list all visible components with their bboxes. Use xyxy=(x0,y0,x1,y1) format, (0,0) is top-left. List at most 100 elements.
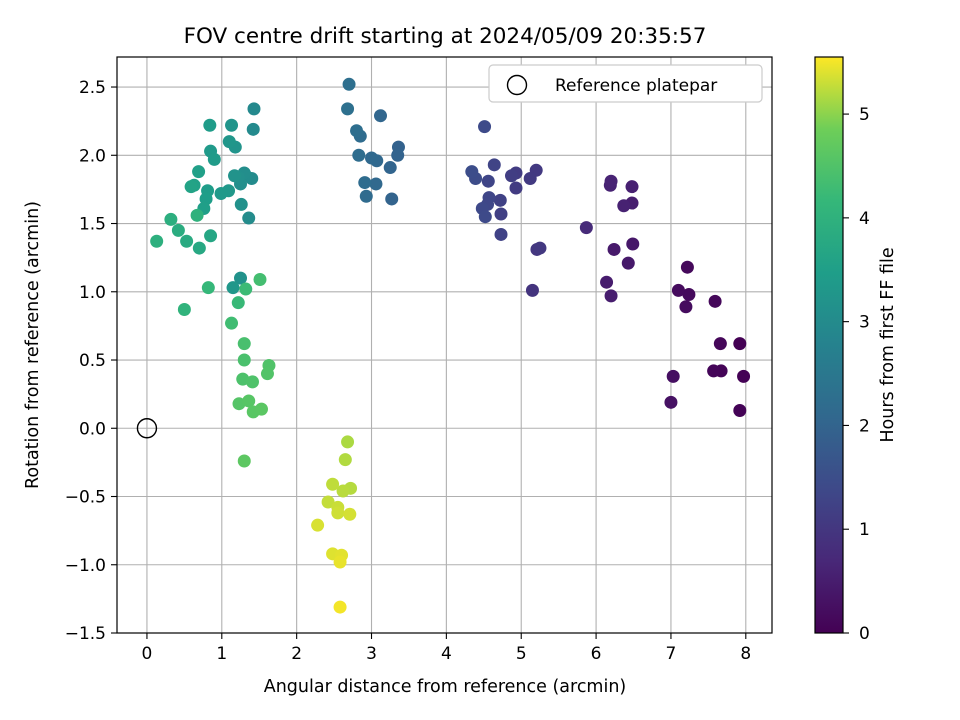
data-point xyxy=(333,600,347,614)
y-tick-label: 0.5 xyxy=(79,351,106,371)
data-point xyxy=(523,171,537,185)
data-point xyxy=(245,375,259,389)
y-tick-label: 1.5 xyxy=(79,215,106,235)
y-tick-label: 2.0 xyxy=(79,146,106,166)
data-point xyxy=(228,169,242,183)
colorbar: 0 1 2 3 4 5 Hours from first FF file xyxy=(814,56,898,644)
colorbar-tick-label: 5 xyxy=(859,105,870,125)
data-point xyxy=(682,287,696,301)
data-point xyxy=(234,197,248,211)
y-tick-label: −1.5 xyxy=(65,624,106,644)
data-point xyxy=(254,402,268,416)
data-point xyxy=(336,484,350,498)
data-point xyxy=(225,316,239,330)
data-point xyxy=(708,294,722,308)
data-point xyxy=(391,148,405,162)
x-tick-label: 5 xyxy=(516,644,527,664)
data-point xyxy=(341,435,355,449)
data-point xyxy=(201,281,215,295)
data-point xyxy=(679,300,693,314)
data-point xyxy=(237,353,251,367)
data-point xyxy=(626,237,640,251)
x-tick-label: 1 xyxy=(216,644,227,664)
data-point xyxy=(604,289,618,303)
data-point xyxy=(237,337,251,351)
x-tick-label: 4 xyxy=(441,644,452,664)
data-point xyxy=(707,364,721,378)
data-point xyxy=(383,161,397,175)
data-point xyxy=(338,453,352,467)
data-point xyxy=(150,234,164,248)
data-point xyxy=(234,271,248,285)
data-point xyxy=(369,177,383,191)
data-point xyxy=(481,174,495,188)
data-point xyxy=(242,394,256,408)
data-point xyxy=(494,207,508,221)
data-point xyxy=(333,555,347,569)
colorbar-label: Hours from first FF file xyxy=(878,247,898,442)
data-point xyxy=(465,165,479,179)
data-point xyxy=(311,518,325,532)
x-tick-label: 3 xyxy=(366,644,377,664)
data-point xyxy=(733,404,747,418)
data-point xyxy=(621,256,635,270)
x-axis-ticks: 0 1 2 3 4 5 6 7 8 xyxy=(142,633,751,664)
colorbar-tick-label: 4 xyxy=(859,209,870,229)
data-point xyxy=(253,272,267,286)
data-point xyxy=(607,242,621,256)
x-axis-label: Angular distance from reference (arcmin) xyxy=(264,677,627,697)
y-axis-label: Rotation from reference (arcmin) xyxy=(23,201,43,489)
data-point xyxy=(352,148,366,162)
data-point xyxy=(737,369,751,383)
data-point xyxy=(385,192,399,206)
data-point xyxy=(207,152,221,166)
colorbar-ticks: 0 1 2 3 4 5 xyxy=(843,105,870,644)
data-point xyxy=(232,397,246,411)
data-point xyxy=(579,221,593,235)
data-point xyxy=(239,282,253,296)
legend-box xyxy=(488,64,763,103)
y-tick-label: 1.0 xyxy=(79,283,106,303)
colorbar-tick-label: 3 xyxy=(859,313,870,333)
data-point xyxy=(666,369,680,383)
data-point xyxy=(509,181,523,195)
data-point xyxy=(204,229,218,243)
x-tick-label: 0 xyxy=(142,644,153,664)
data-point xyxy=(192,241,206,255)
data-point xyxy=(237,454,251,468)
reference-platepar-marker xyxy=(136,418,158,439)
data-point xyxy=(713,337,727,351)
data-point xyxy=(664,395,678,409)
colorbar-tick-label: 0 xyxy=(859,624,870,644)
data-point xyxy=(171,223,185,237)
data-point xyxy=(203,118,217,132)
data-point xyxy=(365,151,379,165)
data-point xyxy=(504,169,518,183)
y-tick-label: −0.5 xyxy=(65,488,106,508)
data-point xyxy=(326,477,340,491)
data-point xyxy=(617,199,631,213)
data-point xyxy=(373,109,387,123)
data-point xyxy=(260,367,274,381)
data-point xyxy=(242,211,256,225)
data-point xyxy=(600,275,614,289)
data-point xyxy=(359,189,373,203)
data-point xyxy=(478,120,492,134)
y-axis-ticks: −1.5 −1.0 −0.5 0.0 0.5 1.0 1.5 2.0 2.5 xyxy=(65,78,117,644)
y-tick-label: 2.5 xyxy=(79,78,106,98)
data-point xyxy=(246,122,260,136)
data-point xyxy=(493,193,507,207)
x-tick-label: 8 xyxy=(740,644,751,664)
data-point xyxy=(525,283,539,297)
data-point xyxy=(331,506,345,520)
y-tick-label: −1.0 xyxy=(65,556,106,576)
data-point xyxy=(164,212,178,226)
colorbar-tick-label: 1 xyxy=(859,520,870,540)
data-point xyxy=(343,507,357,521)
data-point xyxy=(487,158,501,172)
data-point xyxy=(192,165,206,179)
data-point xyxy=(180,234,194,248)
data-points xyxy=(150,77,751,614)
data-point xyxy=(341,102,355,116)
